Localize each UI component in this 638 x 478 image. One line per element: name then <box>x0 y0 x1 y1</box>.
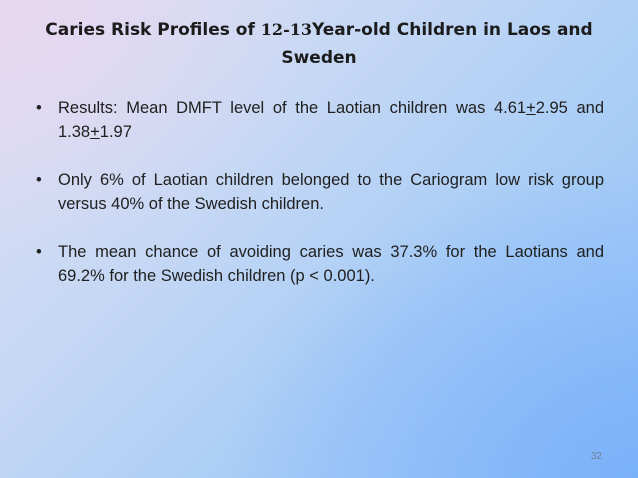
bullet-list: Results: Mean DMFT level of the Laotian … <box>36 96 604 288</box>
bullet-results-prefix: Results: Mean DMFT level of the Laotian … <box>58 99 527 117</box>
bullet-avoiding-caries-text: The mean chance of avoiding caries was 3… <box>58 243 604 285</box>
bullet-item-avoiding-caries: The mean chance of avoiding caries was 3… <box>36 240 604 288</box>
title-age-range: 12-13 <box>260 20 312 39</box>
title-text-start: Caries Risk Profiles of <box>45 20 261 40</box>
plus-minus-sign: + <box>526 99 536 117</box>
title-text-end: Year-old Children in Laos and Sweden <box>281 20 593 68</box>
bullet-item-low-risk: Only 6% of Laotian children belonged to … <box>36 168 604 216</box>
bullet-item-results: Results: Mean DMFT level of the Laotian … <box>36 96 604 144</box>
plus-minus-sign: + <box>90 123 100 141</box>
slide-title: Caries Risk Profiles of 12-13Year-old Ch… <box>20 16 618 72</box>
page-number: 32 <box>590 451 602 462</box>
bullet-results-suffix: 1.97 <box>99 123 132 141</box>
bullet-low-risk-text: Only 6% of Laotian children belonged to … <box>58 171 604 213</box>
bullet-results-mid: 2.95 and 1.38 <box>58 99 604 141</box>
